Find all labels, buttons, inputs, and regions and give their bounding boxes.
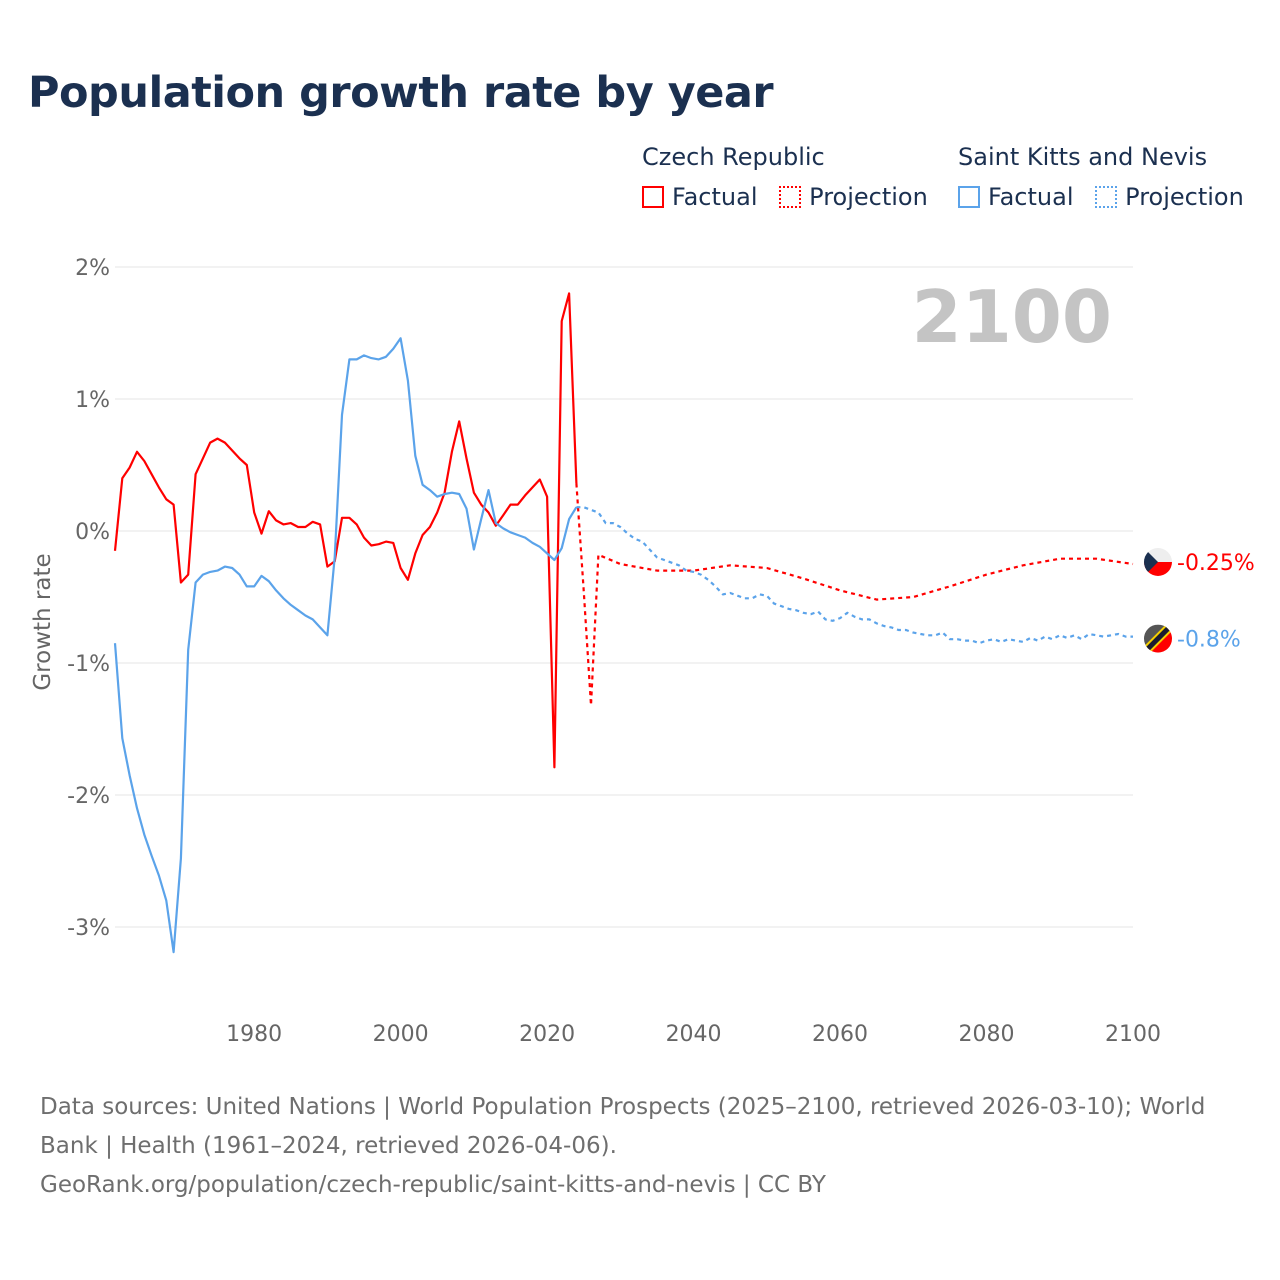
data-sources: Data sources: United Nations | World Pop… [40,1094,1206,1159]
credit-link[interactable]: GeoRank.org/population/czech-republic/sa… [40,1172,826,1198]
legend-czech-projection[interactable]: Projection [779,183,928,211]
grid [115,266,1133,928]
x-tick-label: 2020 [519,1022,575,1047]
legend-label: Factual [988,183,1074,211]
legend-swatch-dotted [779,186,802,208]
legend-label: Factual [672,183,758,211]
saint-kitts-flag-icon [1144,624,1172,653]
end-value-label: -0.8% [1177,628,1241,653]
legend-skn-factual[interactable]: Factual [958,183,1074,211]
year-display: 2100 [912,275,1112,359]
x-tick-label: 2100 [1105,1022,1161,1047]
legend-swatch-solid [642,186,664,208]
line-chart: 2% 1% 0% -1% -2% -3% 1980 2000 2020 2040 2060 2080… [30,256,1255,1047]
legend-group-name: Saint Kitts and Nevis [958,143,1208,171]
legend-group-name: Czech Republic [642,143,825,171]
y-tick-label: -3% [67,916,110,941]
end-markers: -0.25% -0.8% [1144,548,1255,653]
x-tick-label: 2060 [812,1022,868,1047]
legend-swatch-dotted [1095,186,1118,208]
y-axis-ticks: 2% 1% 0% -1% -2% -3% [67,256,110,941]
y-tick-label: 1% [75,388,110,413]
legend-czech-factual[interactable]: Factual [642,183,758,211]
series-lines [113,292,1134,954]
legend-swatch-solid [958,186,980,208]
footer: Data sources: United Nations | World Pop… [40,1088,1240,1205]
chart-title: Population growth rate by year [28,68,774,118]
y-tick-label: 2% [75,256,110,281]
y-tick-label: -2% [67,784,110,809]
series-line-czech-republic-factual[interactable] [113,292,578,769]
end-value-label: -0.25% [1177,551,1255,576]
x-axis-ticks: 1980 2000 2020 2040 2060 2080 2100 [226,1022,1161,1047]
czech-flag-icon [1144,548,1172,576]
series-line-saint-kitts-and-nevis-factual[interactable] [113,337,578,954]
legend-saint-kitts-and-nevis: Saint Kitts and Nevis Factual Projection [958,143,1258,214]
series-line-czech-republic-projection[interactable] [575,483,1134,707]
x-tick-label: 2000 [373,1022,429,1047]
y-tick-label: -1% [67,652,110,677]
legend-skn-projection[interactable]: Projection [1095,183,1244,211]
x-tick-label: 1980 [226,1022,282,1047]
y-tick-label: 0% [75,520,110,545]
legend-czech-republic: Czech Republic Factual Projection [642,143,942,214]
legend-label: Projection [1125,183,1244,211]
x-tick-label: 2080 [959,1022,1015,1047]
x-tick-label: 2040 [666,1022,722,1047]
y-axis-label: Growth rate [30,553,56,690]
series-line-saint-kitts-and-nevis-projection[interactable] [576,506,1133,645]
legend-label: Projection [809,183,928,211]
